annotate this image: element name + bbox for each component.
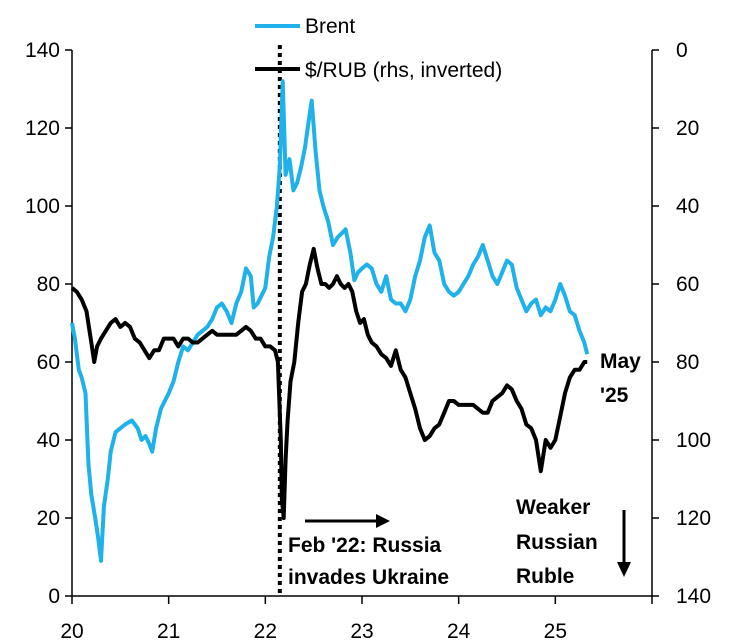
- x-tick-label: 21: [157, 620, 180, 642]
- left-tick-label: 40: [37, 429, 60, 452]
- right-tick-label: 40: [676, 195, 699, 218]
- invasion-annotation: Feb '22: Russia invades Ukraine: [288, 514, 449, 589]
- weaker-label-line-3: Ruble: [516, 565, 574, 588]
- right-tick-label: 20: [676, 117, 699, 140]
- x-ticks: 20 21 22 23 24 25: [60, 596, 653, 642]
- end-label-line-2: '25: [600, 384, 629, 407]
- right-tick-label: 60: [676, 273, 699, 296]
- event-label-line-2: invades Ukraine: [288, 566, 449, 589]
- legend-label-brent: Brent: [305, 15, 355, 38]
- right-tick-label: 0: [676, 39, 688, 62]
- weaker-label-line-1: Weaker: [516, 496, 590, 519]
- right-tick-label: 100: [676, 429, 711, 452]
- left-tick-label: 60: [37, 351, 60, 374]
- may-25-annotation: May '25: [600, 350, 641, 407]
- x-tick-label: 22: [254, 620, 277, 642]
- left-tick-label: 20: [37, 507, 60, 530]
- weaker-label-line-2: Russian: [516, 531, 598, 554]
- left-ticks: 0 20 40 60 80 100 120 140: [25, 39, 72, 608]
- x-tick-label: 23: [350, 620, 373, 642]
- right-tick-label: 120: [676, 507, 711, 530]
- event-label-line-1: Feb '22: Russia: [288, 534, 442, 557]
- weaker-arrow-head: [617, 562, 631, 577]
- x-tick-label: 24: [447, 620, 471, 642]
- left-tick-label: 0: [48, 585, 60, 608]
- right-tick-label: 80: [676, 351, 699, 374]
- event-arrow-head: [376, 514, 390, 528]
- x-tick-label: 20: [60, 620, 83, 642]
- legend-label-usd-rub: $/RUB (rhs, inverted): [305, 59, 502, 82]
- weaker-ruble-annotation: Weaker Russian Ruble: [516, 496, 631, 588]
- x-tick-label: 25: [544, 620, 567, 642]
- legend: Brent $/RUB (rhs, inverted): [255, 15, 502, 82]
- series-line-brent: [70, 79, 590, 563]
- right-tick-label: 140: [676, 585, 711, 608]
- left-tick-label: 120: [25, 117, 60, 140]
- right-ticks: 0 20 40 60 80 100 120 140: [652, 39, 711, 608]
- left-tick-label: 80: [37, 273, 60, 296]
- series-line-usd-rub: [70, 246, 588, 520]
- left-tick-label: 140: [25, 39, 60, 62]
- end-label-line-1: May: [600, 350, 641, 373]
- left-tick-label: 100: [25, 195, 60, 218]
